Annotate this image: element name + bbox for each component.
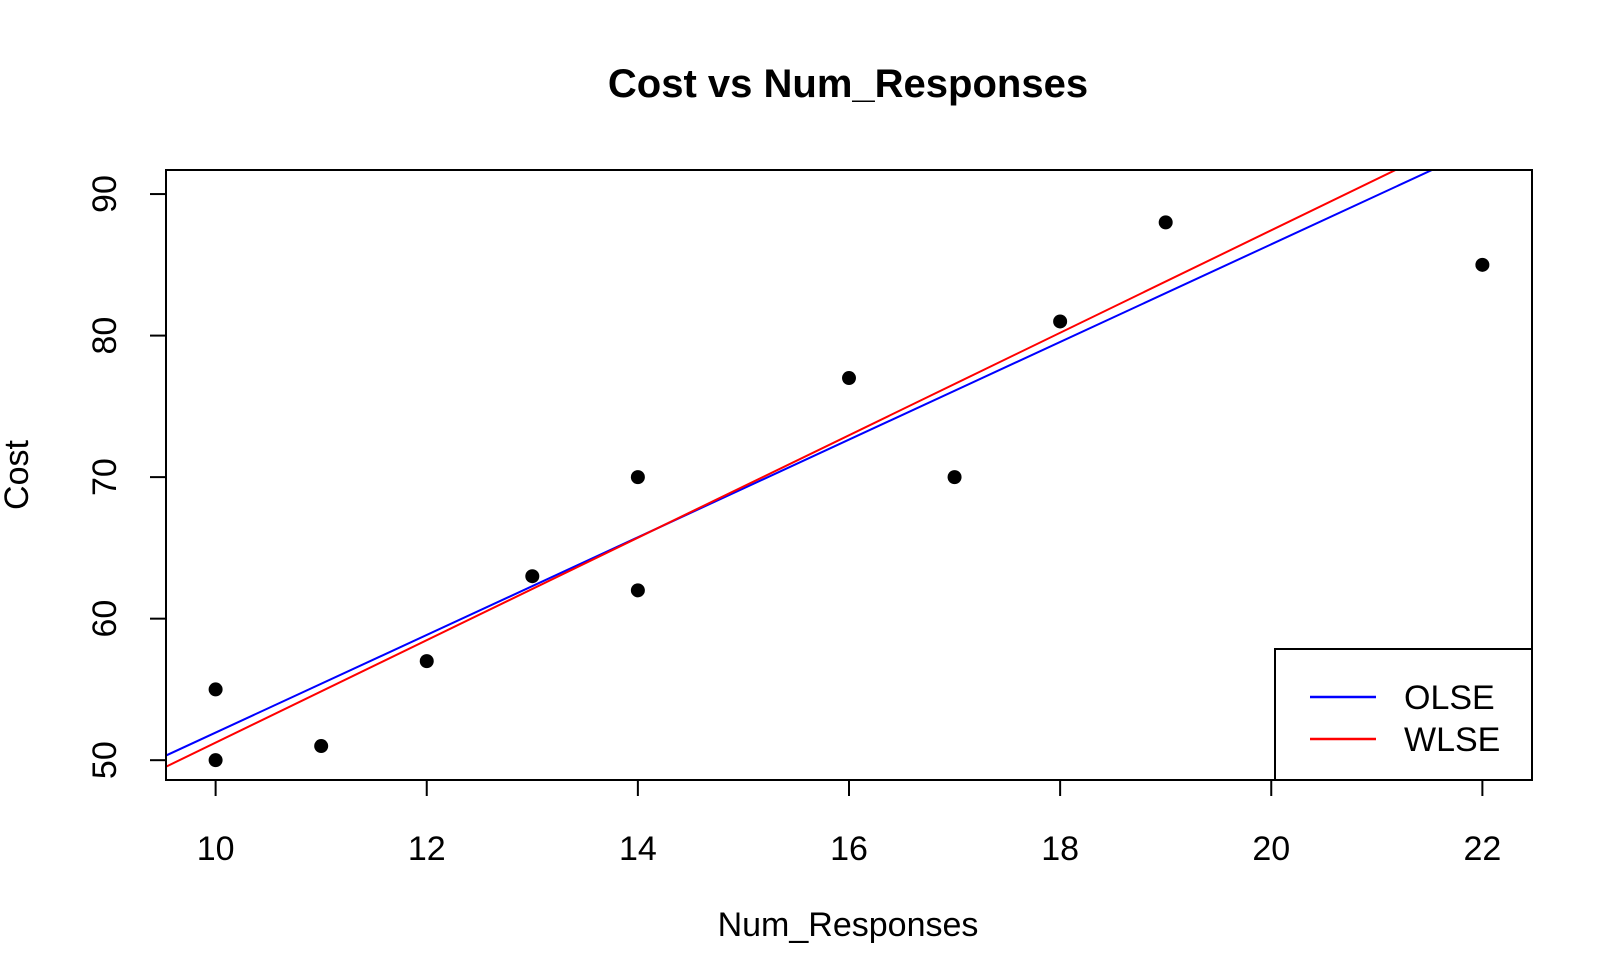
legend-box	[1274, 648, 1533, 781]
y-tick-label: 60	[86, 600, 124, 638]
regression-lines	[166, 170, 1435, 768]
y-axis-title: Cost	[0, 439, 36, 509]
x-tick-label: 10	[197, 830, 235, 868]
x-axis: 10 12 14 16 18 20 22	[197, 779, 1501, 868]
y-tick-label: 70	[86, 458, 124, 496]
data-point	[1053, 314, 1068, 329]
legend-wlse-label: WLSE	[1404, 721, 1500, 759]
data-point	[947, 470, 962, 485]
olse-regression-line	[166, 170, 1435, 757]
x-tick-label: 22	[1463, 830, 1501, 868]
data-point	[314, 739, 329, 754]
data-point	[630, 583, 645, 598]
data-point	[630, 470, 645, 485]
x-axis-title: Num_Responses	[718, 906, 979, 944]
legend: OLSE WLSE	[1274, 648, 1533, 781]
data-point	[1158, 215, 1173, 230]
wlse-regression-line	[166, 170, 1398, 768]
plot-frame	[165, 169, 1533, 781]
data-point	[208, 682, 223, 697]
data-point	[419, 654, 434, 669]
data-point	[842, 371, 856, 386]
y-tick-label: 50	[86, 741, 124, 779]
x-tick-label: 20	[1252, 830, 1290, 868]
chart-title: Cost vs Num_Responses	[608, 62, 1088, 106]
y-tick-label: 90	[86, 175, 124, 213]
x-tick-label: 18	[1041, 830, 1079, 868]
data-points	[208, 215, 1490, 768]
data-point	[525, 569, 540, 584]
x-tick-label: 16	[830, 830, 868, 868]
data-point	[1475, 257, 1490, 272]
legend-olse-label: OLSE	[1404, 679, 1495, 717]
x-tick-label: 14	[619, 830, 657, 868]
y-tick-label: 80	[86, 317, 124, 355]
x-tick-label: 12	[408, 830, 446, 868]
data-point	[208, 753, 223, 768]
y-axis: 50 60 70 80 90	[86, 175, 167, 779]
